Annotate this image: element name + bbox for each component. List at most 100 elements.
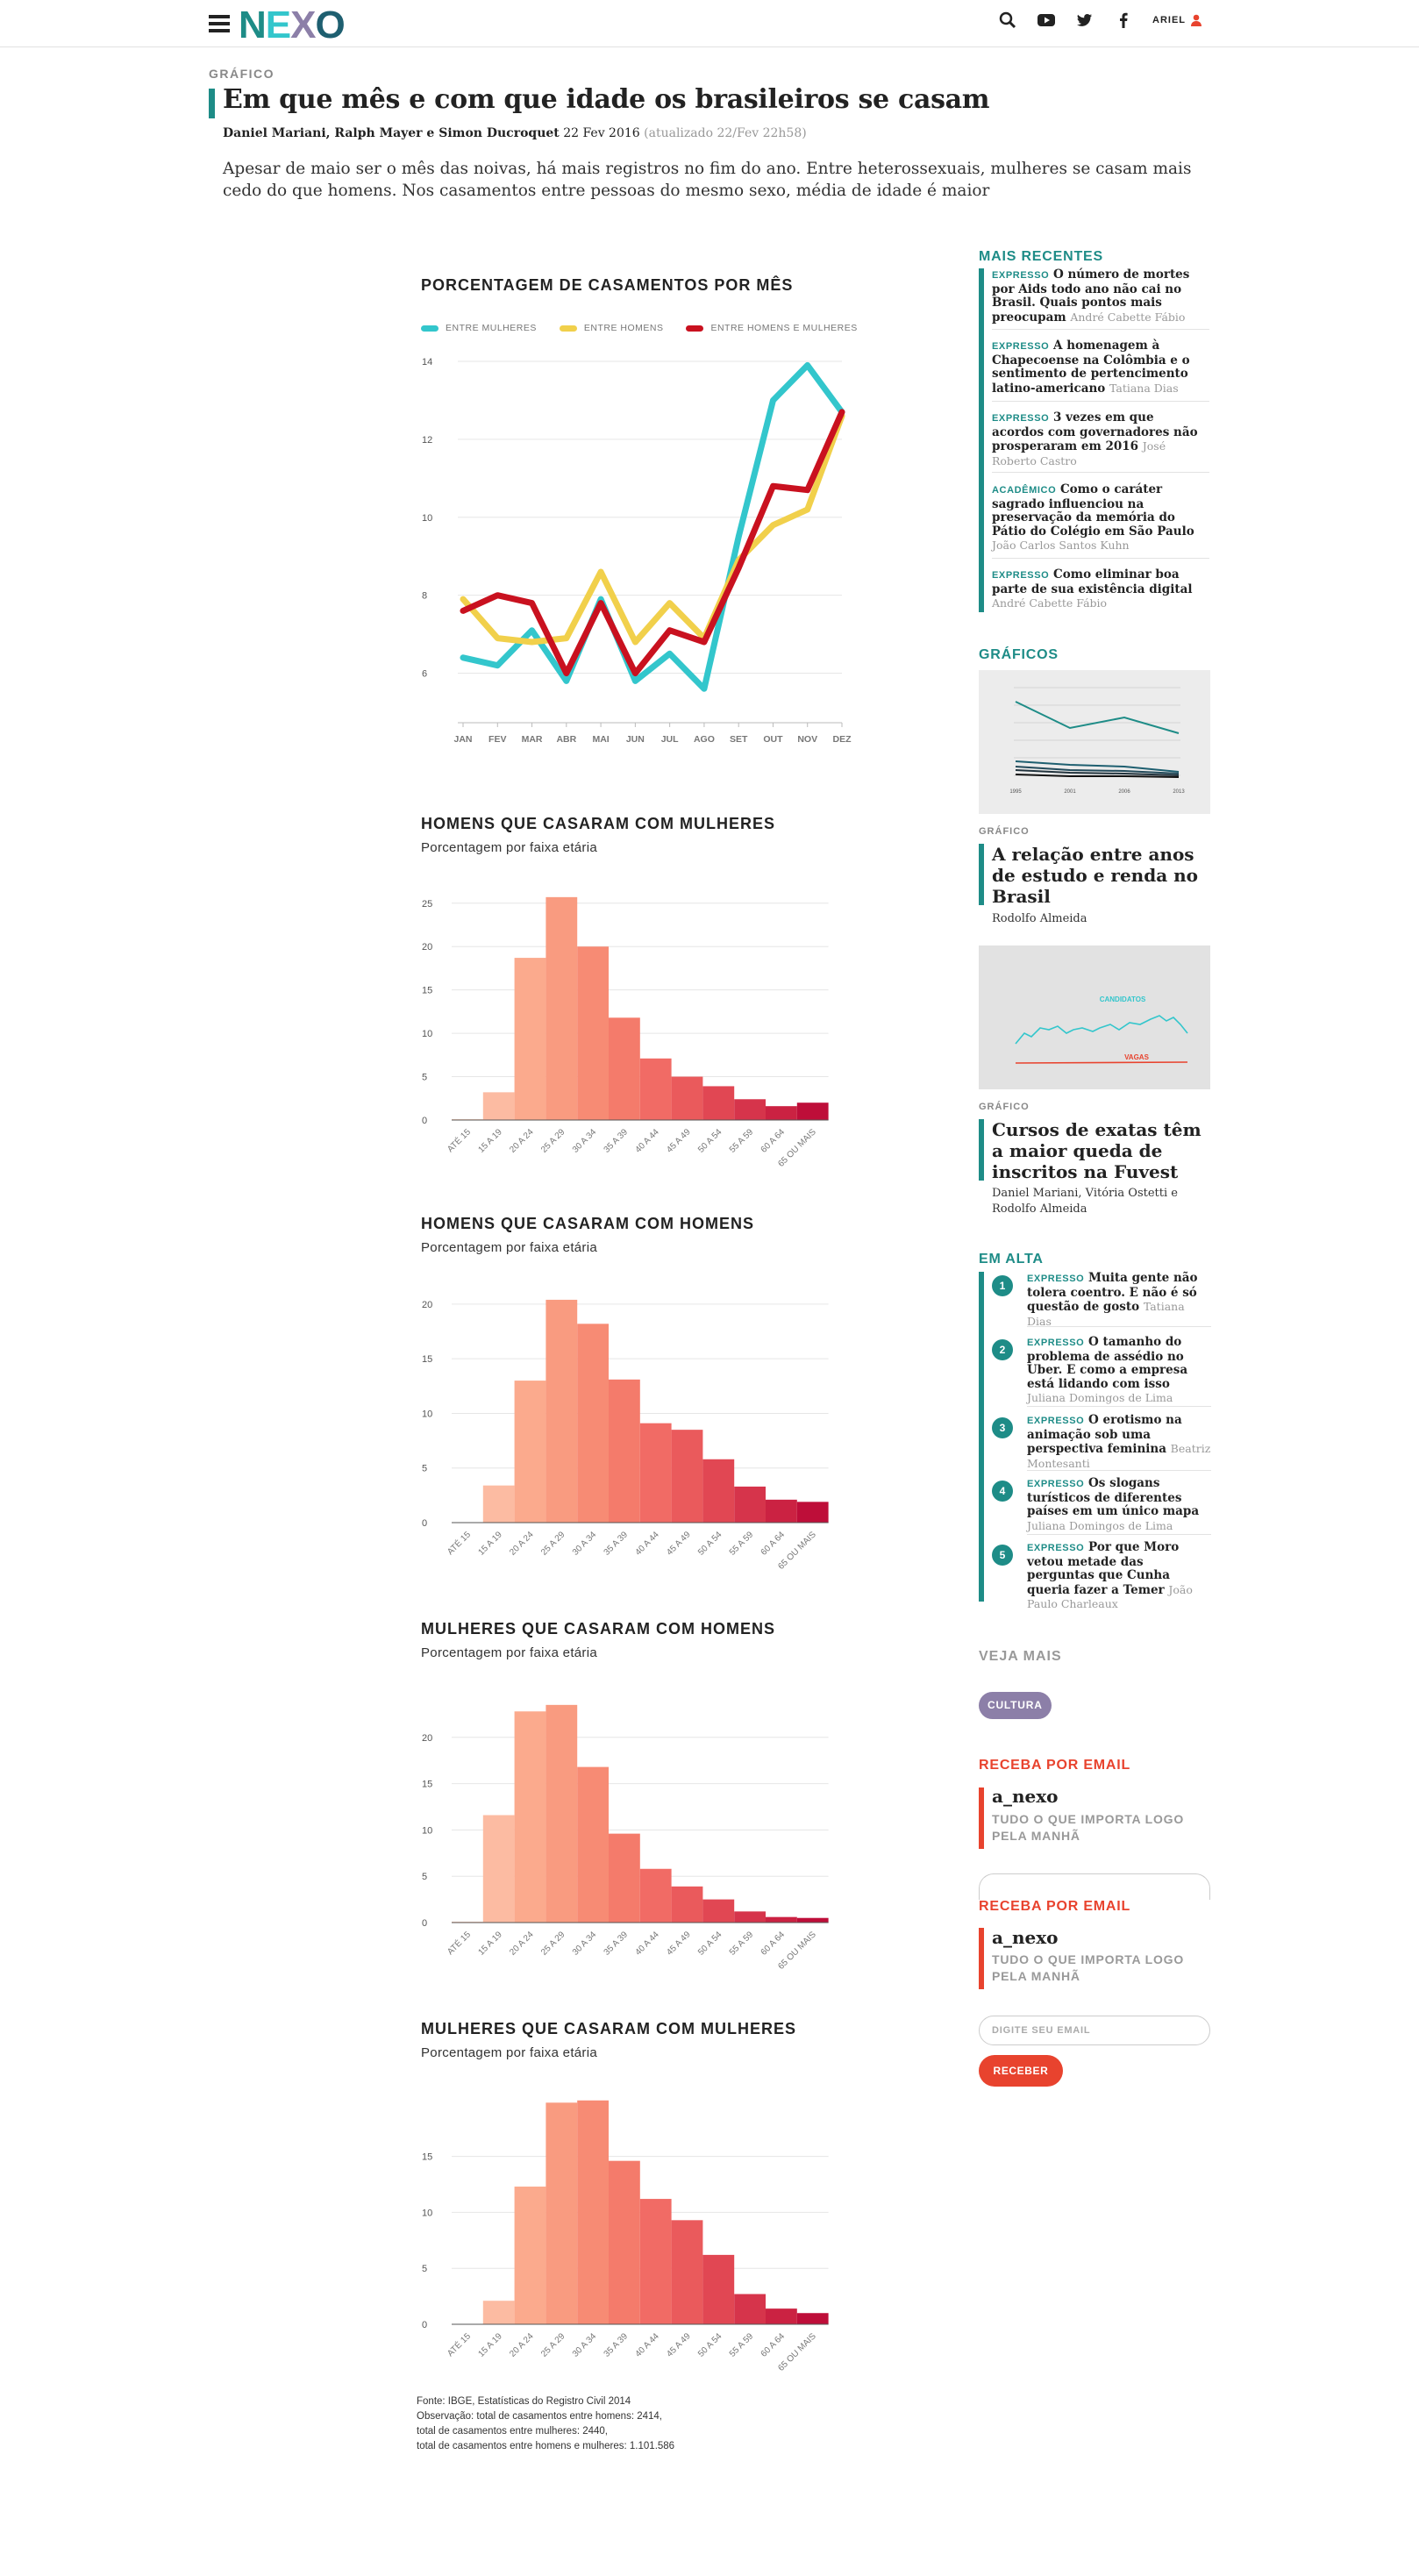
- y-tick-label: 10: [422, 2208, 432, 2218]
- x-tick-label: 45 A 49: [665, 1127, 693, 1155]
- article-title: A homenagem à Chapecoense na Colômbia e …: [992, 339, 1190, 396]
- card-accent-bar: [979, 1119, 984, 1181]
- user-name: ARIEL: [1152, 15, 1186, 25]
- x-tick-label: 30 A 34: [571, 1530, 599, 1558]
- y-tick-label: 5: [422, 1872, 427, 1882]
- x-tick-label: 55 A 59: [728, 2331, 756, 2359]
- article-tag: EXPRESSO: [1027, 1543, 1085, 1553]
- article-tag: EXPRESSO: [1027, 1479, 1085, 1489]
- article-tag: EXPRESSO: [1027, 1416, 1085, 1426]
- x-tick-label: 45 A 49: [665, 1930, 693, 1958]
- chart-thumbnail[interactable]: 1995 2001 2006 2013: [979, 670, 1210, 814]
- x-tick-label: FEV: [488, 734, 506, 745]
- bar: [702, 1899, 735, 1923]
- recent-article[interactable]: EXPRESSO 3 vezes em que acordos com gove…: [992, 410, 1209, 468]
- authors: Daniel Mariani, Ralph Mayer e Simon Ducr…: [223, 126, 560, 140]
- article-author: André Cabette Fábio: [1070, 310, 1186, 324]
- article-title: Em que mês e com que idade os brasileiro…: [223, 84, 990, 115]
- search-icon[interactable]: [998, 11, 1017, 30]
- x-tick-label: 20 A 24: [508, 1127, 536, 1155]
- twitter-icon[interactable]: [1075, 11, 1095, 30]
- x-tick-label: 40 A 44: [633, 1127, 661, 1155]
- article-author: João Carlos Santos Kuhn: [992, 539, 1130, 552]
- y-tick-label: 5: [422, 2264, 427, 2274]
- header-actions: ARIEL: [998, 11, 1202, 30]
- trending-article[interactable]: EXPRESSO Os slogans turísticos de difere…: [1027, 1476, 1211, 1533]
- nexo-logo[interactable]: NEXO: [239, 5, 379, 42]
- subscribe-button[interactable]: RECEBER: [979, 2055, 1063, 2087]
- bar: [639, 1868, 672, 1923]
- recent-article[interactable]: ACADÊMICO Como o caráter sagrado influen…: [992, 482, 1209, 553]
- trending-article[interactable]: EXPRESSO Muita gente não tolera coentro.…: [1027, 1271, 1211, 1329]
- facebook-icon[interactable]: [1114, 11, 1133, 30]
- trending-article[interactable]: EXPRESSO O tamanho do problema de assédi…: [1027, 1335, 1211, 1406]
- chart-legend: ENTRE MULHERES ENTRE HOMENS ENTRE HOMENS…: [421, 323, 858, 333]
- rank-badge: 1: [992, 1275, 1013, 1296]
- bar: [514, 958, 546, 1120]
- bar: [671, 1076, 703, 1120]
- x-tick-label: 50 A 54: [696, 1127, 724, 1155]
- chart-subtitle: Porcentagem por faixa etária: [421, 1645, 598, 1660]
- article-title: O número de mortes por Aids todo ano não…: [992, 268, 1190, 325]
- series-line: [460, 412, 845, 646]
- legend-swatch: [421, 325, 439, 332]
- x-tick-label: 55 A 59: [728, 1127, 756, 1155]
- article-author: Beatriz Montesanti: [1027, 1442, 1211, 1470]
- email-field[interactable]: [979, 2016, 1210, 2045]
- logo-letter: O: [316, 5, 345, 42]
- chart-subtitle: Porcentagem por faixa etária: [421, 2045, 598, 2060]
- bar: [766, 1106, 797, 1120]
- x-tick-label: 60 A 64: [759, 1930, 788, 1958]
- category-pill-cultura[interactable]: CULTURA: [979, 1692, 1052, 1719]
- newsletter-accent-bar: [979, 1788, 984, 1849]
- recent-article[interactable]: EXPRESSO O número de mortes por Aids tod…: [992, 268, 1209, 325]
- bar: [734, 1099, 766, 1120]
- x-tick-label: 50 A 54: [696, 2331, 724, 2359]
- bar: [545, 896, 578, 1120]
- x-tick-label: ABR: [556, 734, 576, 745]
- legend-item: ENTRE HOMENS E MULHERES: [686, 323, 857, 333]
- x-tick-label: 15 A 19: [476, 1930, 504, 1958]
- email-field-partial[interactable]: [979, 1873, 1210, 1900]
- youtube-icon[interactable]: [1037, 11, 1056, 30]
- chart-title: MULHERES QUE CASARAM COM HOMENS: [421, 1620, 776, 1638]
- series-line: [460, 409, 845, 677]
- thumb-label: VAGAS: [1124, 1053, 1150, 1061]
- newsletter-accent-bar: [979, 1928, 984, 1989]
- bar: [545, 1299, 578, 1523]
- x-tick-label: ATÉ 15: [445, 1929, 474, 1958]
- x-tick-label: 40 A 44: [633, 1530, 661, 1558]
- chart-title: HOMENS QUE CASARAM COM HOMENS: [421, 1215, 755, 1232]
- card-title[interactable]: A relação entre anos de estudo e renda n…: [992, 844, 1198, 907]
- bar: [452, 1921, 483, 1923]
- rank-badge: 2: [992, 1339, 1013, 1360]
- thumbnail-chart: 1995 2001 2006 2013: [1009, 687, 1185, 795]
- menu-icon[interactable]: [209, 15, 230, 32]
- bar: [482, 1485, 515, 1523]
- chart-thumbnail[interactable]: CANDIDATOS VAGAS: [979, 945, 1210, 1089]
- card-title[interactable]: Cursos de exatas têm a maior queda de in…: [992, 1119, 1202, 1182]
- bar: [796, 1502, 829, 1523]
- bar: [734, 1486, 766, 1523]
- section-title-graficos: GRÁFICOS: [979, 647, 1059, 662]
- y-tick-label: 10: [422, 1029, 432, 1039]
- bar: [482, 1815, 515, 1923]
- recent-article[interactable]: EXPRESSO Como eliminar boa parte de sua …: [992, 567, 1209, 611]
- trending-article[interactable]: EXPRESSO Por que Moro vetou metade das p…: [1027, 1540, 1211, 1612]
- user-menu[interactable]: ARIEL: [1152, 11, 1202, 30]
- source-line: total de casamentos entre homens e mulhe…: [417, 2441, 675, 2451]
- bar: [545, 2102, 578, 2324]
- article-author: Juliana Domingos de Lima: [1027, 1518, 1173, 1532]
- x-tick-label: 20 A 24: [508, 2331, 536, 2359]
- article-lede: Apesar de maio ser o mês das noivas, há …: [223, 160, 1192, 200]
- logo-letter: N: [239, 5, 266, 42]
- x-tick-label: 30 A 34: [571, 1127, 599, 1155]
- trending-article[interactable]: EXPRESSO O erotismo na animação sob uma …: [1027, 1413, 1211, 1471]
- y-tick-label: 5: [422, 1073, 427, 1083]
- x-tick-label: ATÉ 15: [445, 2330, 474, 2359]
- article-tag: ACADÊMICO: [992, 485, 1057, 496]
- recent-article[interactable]: EXPRESSO A homenagem à Chapecoense na Co…: [992, 339, 1209, 396]
- newsletter-description: TUDO O QUE IMPORTA LOGO PELA MANHÃ: [992, 1812, 1185, 1843]
- x-tick-label: 60 A 64: [759, 1127, 788, 1155]
- x-tick-label: 25 A 29: [539, 1530, 567, 1558]
